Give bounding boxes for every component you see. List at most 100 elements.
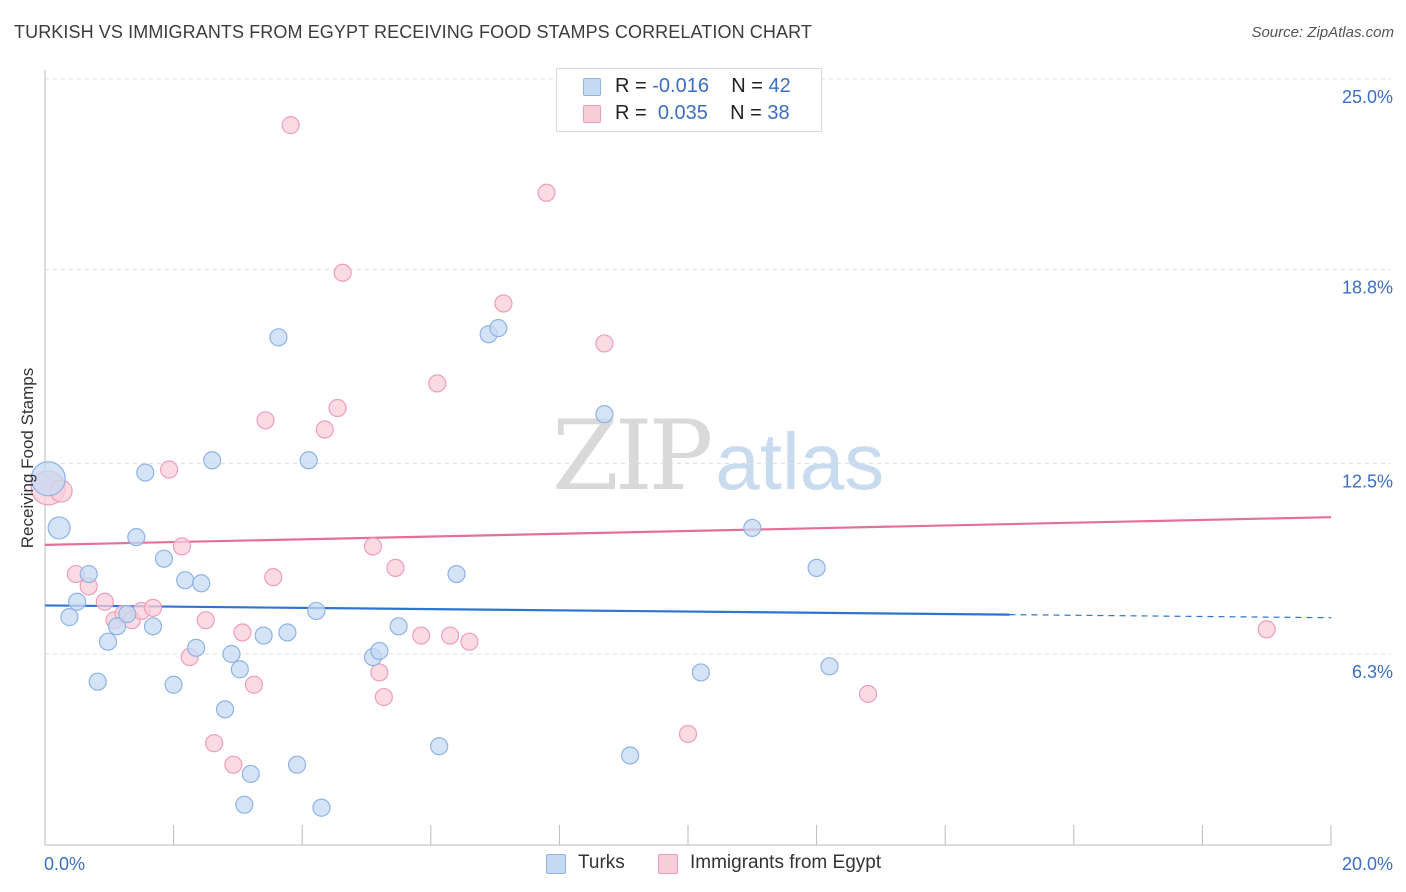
legend-swatch-egypt: [583, 105, 601, 123]
turks-point: [287, 755, 307, 774]
turks-point: [235, 795, 254, 814]
x-tick-label: 20.0%: [1342, 854, 1393, 874]
legend-n-value: 42: [768, 75, 791, 97]
y-tick-label: 18.8%: [1342, 278, 1393, 298]
axes: [44, 70, 1332, 846]
turks-point: [176, 571, 195, 590]
y-tick-label: 25.0%: [1342, 87, 1393, 107]
trend-lines: [44, 516, 1332, 619]
y-tick-label: 12.5%: [1342, 471, 1393, 491]
egypt-point: [205, 734, 224, 753]
turks-point: [447, 564, 466, 584]
egypt-point: [440, 626, 460, 645]
grid-lines: [45, 78, 1391, 655]
turks-point: [430, 737, 449, 756]
legend-r-value: 0.035: [657, 102, 708, 124]
legend-r-label: R =: [615, 75, 647, 97]
legend-r-value: -0.016: [652, 75, 709, 97]
bottom-legend-swatch-turks: [546, 854, 566, 874]
turks-point: [215, 700, 235, 719]
egypt-point: [159, 460, 179, 479]
y-axis-label: Receiving Food Stamps: [18, 367, 37, 549]
turks-point: [187, 638, 206, 657]
egypt-point: [386, 558, 405, 578]
turks-point: [489, 318, 508, 338]
legend-n-label: N =: [730, 102, 762, 124]
egypt-point: [328, 398, 347, 418]
bottom-legend-label-turks: Turks: [578, 852, 625, 873]
egypt-point: [95, 592, 114, 611]
chart-title: TURKISH VS IMMIGRANTS FROM EGYPT RECEIVI…: [14, 22, 812, 42]
turks-point: [307, 601, 326, 621]
turks-point: [107, 617, 127, 636]
turks-point: [389, 617, 408, 636]
bottom-legend-swatch-egypt: [658, 854, 678, 874]
legend-n-label: N =: [731, 75, 763, 97]
legend-swatch-turks: [583, 78, 601, 96]
turks-point: [691, 663, 710, 682]
egypt-point: [1257, 620, 1276, 639]
egypt-point: [315, 420, 334, 439]
turks-point: [203, 451, 222, 470]
turks-point: [47, 516, 71, 540]
trend-line: [44, 516, 1332, 546]
turks-point: [254, 626, 273, 645]
turks-point: [143, 617, 163, 636]
egypt-point: [363, 537, 383, 556]
turks-point: [299, 451, 318, 470]
turks-point: [88, 672, 107, 691]
correlation-legend: R = -0.016 N = 42 R = 0.035 N = 38: [556, 68, 822, 132]
trend-line-dashed: [1009, 614, 1332, 619]
turks-point: [154, 549, 174, 568]
turks-point: [230, 660, 249, 679]
egypt-point: [370, 663, 389, 682]
turks-point: [621, 746, 640, 765]
bottom-legend-label-egypt: Immigrants from Egypt: [690, 852, 882, 873]
data-points: [30, 116, 1276, 817]
turks-point: [60, 608, 79, 627]
egypt-point: [678, 724, 698, 744]
turks-point: [164, 675, 183, 694]
egypt-point: [264, 568, 283, 587]
egypt-point: [256, 411, 275, 430]
turks-point: [136, 463, 155, 482]
turks-point: [820, 657, 839, 676]
turks-point: [79, 564, 98, 584]
egypt-point: [244, 675, 264, 694]
turks-point: [30, 461, 66, 497]
egypt-point: [196, 611, 215, 630]
egypt-point: [172, 537, 192, 556]
x-tick-label: 0.0%: [44, 854, 85, 874]
egypt-point: [460, 632, 479, 651]
turks-point: [370, 641, 389, 661]
egypt-point: [333, 263, 352, 282]
egypt-point: [281, 116, 300, 135]
egypt-point: [858, 684, 878, 704]
legend-r-label: R =: [615, 102, 647, 124]
egypt-point: [537, 183, 556, 202]
legend-n-value: 38: [767, 102, 790, 124]
egypt-point: [143, 598, 163, 617]
egypt-point: [428, 374, 447, 393]
trend-line: [44, 604, 1010, 616]
turks-point: [118, 604, 137, 624]
turks-point: [222, 644, 241, 664]
source-label: Source: ZipAtlas.com: [1251, 24, 1394, 41]
egypt-point: [595, 334, 614, 353]
egypt-point: [412, 626, 431, 645]
turks-point: [743, 518, 762, 538]
turks-point: [127, 528, 146, 547]
turks-point: [269, 328, 288, 347]
egypt-point: [233, 623, 252, 642]
turks-point: [278, 623, 297, 642]
egypt-point: [374, 687, 393, 707]
turks-point: [595, 405, 614, 424]
turks-point: [312, 798, 331, 817]
egypt-point: [494, 294, 513, 313]
turks-point: [807, 558, 826, 578]
turks-point: [241, 764, 260, 784]
y-tick-label: 6.3%: [1352, 662, 1393, 682]
egypt-point: [224, 755, 243, 774]
tick-labels: 6.3% 12.5% 18.8% 25.0% 0.0% 20.0%: [44, 87, 1393, 874]
